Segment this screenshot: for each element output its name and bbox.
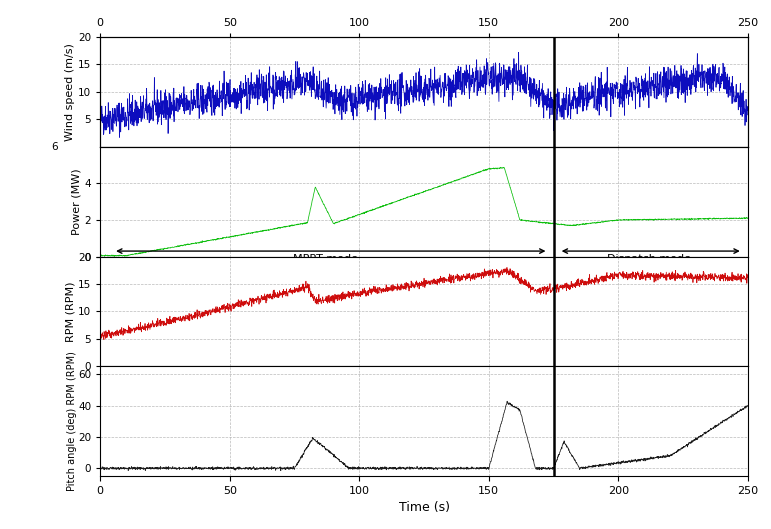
Text: Dispatch mode: Dispatch mode	[608, 254, 692, 264]
Y-axis label: RPM (RPM): RPM (RPM)	[66, 281, 76, 342]
Y-axis label: Wind speed (m/s): Wind speed (m/s)	[66, 43, 76, 141]
Text: 6: 6	[52, 142, 58, 152]
X-axis label: Time (s): Time (s)	[399, 501, 449, 514]
Text: MPPT mode: MPPT mode	[293, 254, 358, 264]
Y-axis label: Power (MW): Power (MW)	[72, 168, 82, 235]
Y-axis label: Pitch angle (deg) RPM (RPM): Pitch angle (deg) RPM (RPM)	[66, 351, 76, 491]
